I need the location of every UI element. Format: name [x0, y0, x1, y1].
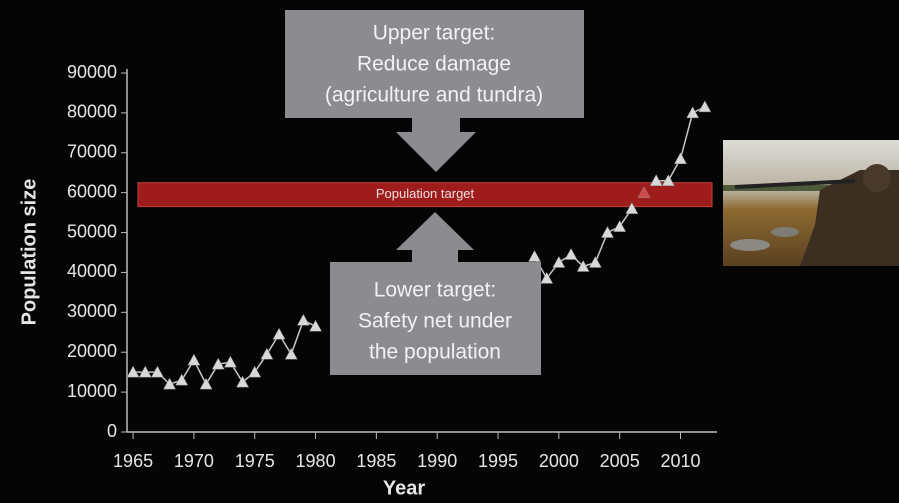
- marker: [260, 347, 274, 360]
- y-tick-label: 0: [107, 421, 117, 441]
- y-tick-label: 10000: [67, 381, 117, 401]
- marker: [163, 377, 176, 390]
- y-tick-label: 90000: [67, 62, 117, 82]
- marker: [150, 365, 164, 378]
- marker: [625, 202, 639, 214]
- target-band: [137, 182, 713, 208]
- marker: [248, 365, 262, 378]
- y-tick-label: 30000: [67, 301, 117, 321]
- marker: [223, 355, 237, 368]
- marker: [661, 174, 675, 186]
- marker: [211, 357, 225, 370]
- y-tick-label: 70000: [67, 142, 117, 162]
- marker: [236, 375, 249, 388]
- marker: [528, 249, 541, 262]
- marker: [674, 152, 687, 165]
- x-tick-label: 1980: [296, 451, 336, 471]
- marker: [309, 319, 322, 332]
- annotations: Upper target: Reduce damage (agriculture a…: [285, 10, 584, 375]
- y-tick-label: 80000: [67, 102, 117, 122]
- annotation-text: the population: [369, 341, 501, 364]
- marker: [649, 174, 663, 186]
- marker: [698, 100, 712, 113]
- x-tick-label: 1970: [174, 451, 214, 471]
- marker: [552, 255, 566, 268]
- marker: [613, 220, 627, 232]
- annotation-text: Safety net under: [358, 310, 512, 333]
- x-tick-label: 2010: [660, 451, 700, 471]
- marker: [175, 373, 189, 386]
- y-tick-label: 50000: [67, 221, 117, 241]
- marker: [199, 377, 213, 390]
- marker: [126, 365, 140, 378]
- marker: [576, 259, 590, 272]
- marker: [637, 186, 651, 198]
- x-tick-label: 2000: [539, 451, 579, 471]
- marker: [588, 255, 602, 268]
- marker: [296, 313, 310, 326]
- x-tick-label: 1985: [356, 451, 396, 471]
- photo: [723, 140, 899, 266]
- y-axis-label: Population size: [18, 179, 40, 326]
- marker: [187, 353, 201, 366]
- y-tick-label: 40000: [67, 261, 117, 281]
- x-tick-label: 2005: [600, 451, 640, 471]
- x-tick-label: 1995: [478, 451, 518, 471]
- marker: [601, 226, 614, 238]
- marker: [564, 247, 578, 260]
- marker: [272, 327, 286, 340]
- annotation-text: Upper target:: [373, 22, 496, 45]
- y-tick-label: 20000: [67, 341, 117, 361]
- y-tick-label: 60000: [67, 181, 117, 201]
- x-tick-label: 1965: [113, 451, 153, 471]
- target-label: Population target: [376, 186, 475, 201]
- marker: [138, 365, 152, 378]
- marker: [540, 271, 554, 284]
- annotation-text: (agriculture and tundra): [325, 84, 543, 107]
- x-tick-label: 1990: [417, 451, 457, 471]
- x-axis-label: Year: [383, 477, 425, 498]
- annotation-text: Reduce damage: [357, 53, 511, 76]
- annotation-text: Lower target:: [374, 279, 497, 302]
- marker: [686, 106, 700, 119]
- x-tick-label: 1975: [235, 451, 275, 471]
- marker: [284, 347, 298, 360]
